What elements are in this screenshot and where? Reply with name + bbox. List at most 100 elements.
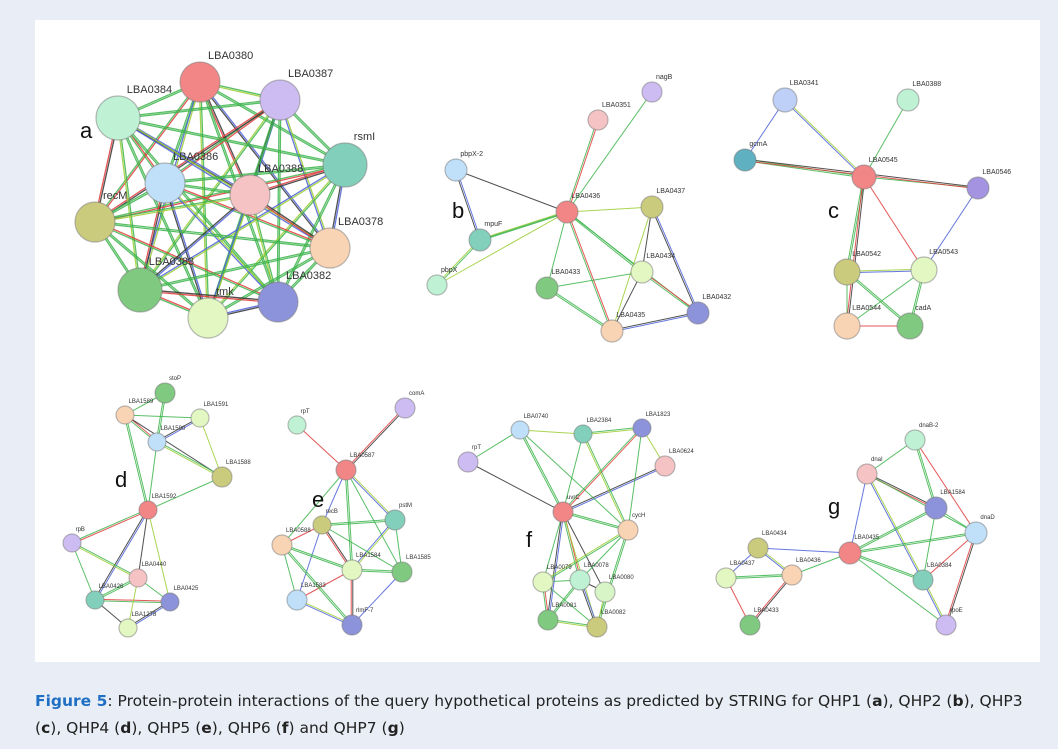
node bbox=[118, 268, 162, 312]
node-label: LBA0432 bbox=[702, 294, 731, 301]
node-label: LBA0378 bbox=[338, 216, 383, 228]
caption-text: ) bbox=[399, 719, 405, 737]
node bbox=[716, 568, 736, 588]
node bbox=[86, 591, 104, 609]
caption-panel-letter: b bbox=[952, 692, 963, 710]
node-label: gcmA bbox=[749, 141, 767, 148]
node-label: rpoE bbox=[950, 608, 963, 614]
node-label: LBA1589 bbox=[129, 399, 154, 405]
node-label: LBA0388 bbox=[912, 81, 941, 88]
node-label: LBA0624 bbox=[669, 449, 694, 455]
node-label: LBA0435 bbox=[854, 535, 879, 541]
node bbox=[313, 516, 331, 534]
node-label: LBA0384 bbox=[927, 563, 952, 569]
node bbox=[180, 62, 220, 102]
node-label: LBA1278 bbox=[132, 612, 157, 618]
node-label: LBA0544 bbox=[852, 305, 881, 312]
figure-background bbox=[35, 20, 1040, 662]
caption-text: ), QHP2 ( bbox=[883, 692, 953, 710]
node bbox=[967, 177, 989, 199]
node-label: LBA0079 bbox=[547, 565, 572, 571]
node bbox=[925, 497, 947, 519]
node bbox=[116, 406, 134, 424]
node-label: LBA0588 bbox=[286, 528, 311, 534]
node-label: LBA0383 bbox=[149, 256, 194, 268]
node bbox=[145, 163, 185, 203]
node bbox=[631, 261, 653, 283]
node-label: LBA0351 bbox=[602, 102, 631, 109]
node-label: nagB bbox=[656, 74, 673, 81]
caption-panel-letter: e bbox=[201, 719, 212, 737]
node bbox=[556, 201, 578, 223]
node bbox=[342, 560, 362, 580]
node bbox=[588, 110, 608, 130]
node-label: LBA0382 bbox=[286, 270, 331, 282]
node bbox=[748, 538, 768, 558]
caption-panel-letter: f bbox=[282, 719, 289, 737]
node-label: rlmF-7 bbox=[356, 608, 374, 614]
node bbox=[129, 569, 147, 587]
node-label: dnaI bbox=[871, 457, 883, 463]
node-label: recM bbox=[103, 190, 127, 202]
caption-panel-letter: c bbox=[41, 719, 50, 737]
page: LBA0380LBA0387LBA0384rsmILBA0386recMLBA0… bbox=[0, 0, 1058, 749]
node-label: dnaB-2 bbox=[919, 423, 939, 429]
panel-letter: d bbox=[115, 467, 127, 492]
node-label: rsmI bbox=[354, 131, 375, 143]
node-label: LBA1590 bbox=[161, 426, 186, 432]
node bbox=[655, 456, 675, 476]
node-label: LBA0387 bbox=[288, 68, 333, 80]
node bbox=[511, 421, 529, 439]
panel-letter: b bbox=[452, 198, 464, 223]
node-label: LBA0082 bbox=[601, 610, 626, 616]
caption-panel-letter: g bbox=[388, 719, 399, 737]
node-label: LBA0436 bbox=[571, 193, 600, 200]
node-label: LBA1585 bbox=[406, 555, 431, 561]
node bbox=[392, 562, 412, 582]
node-label: LBA0440 bbox=[142, 562, 167, 568]
node bbox=[782, 565, 802, 585]
panel-letter: g bbox=[828, 494, 840, 519]
node bbox=[395, 398, 415, 418]
node bbox=[633, 419, 651, 437]
node-label: stoP bbox=[169, 376, 181, 382]
node-label: LBA0546 bbox=[982, 169, 1011, 176]
node-label: LBA0543 bbox=[929, 249, 958, 256]
node-label: LBA1823 bbox=[646, 412, 671, 418]
node bbox=[642, 82, 662, 102]
node bbox=[161, 593, 179, 611]
node bbox=[834, 313, 860, 339]
figure: LBA0380LBA0387LBA0384rsmILBA0386recMLBA0… bbox=[35, 20, 1040, 662]
node bbox=[469, 229, 491, 251]
node bbox=[897, 89, 919, 111]
node-label: LBA0740 bbox=[524, 414, 549, 420]
node-label: LBA0434 bbox=[762, 531, 787, 537]
node-label: LBA0386 bbox=[173, 151, 218, 163]
node bbox=[155, 383, 175, 403]
node bbox=[533, 572, 553, 592]
node bbox=[148, 433, 166, 451]
node-label: cadA bbox=[915, 305, 931, 312]
node-label: cycH bbox=[632, 513, 645, 519]
node-label: rpT bbox=[472, 445, 481, 451]
node bbox=[553, 502, 573, 522]
node-label: LBA0435 bbox=[616, 312, 645, 319]
caption-panel-letter: a bbox=[872, 692, 882, 710]
node bbox=[618, 520, 638, 540]
node bbox=[427, 275, 447, 295]
node bbox=[601, 320, 623, 342]
node bbox=[595, 582, 615, 602]
node bbox=[230, 175, 270, 215]
node bbox=[852, 165, 876, 189]
node-label: pbpX bbox=[441, 267, 458, 274]
node bbox=[839, 542, 861, 564]
node bbox=[936, 615, 956, 635]
node-label: LBA0587 bbox=[350, 453, 375, 459]
node-label: pstM bbox=[399, 503, 412, 509]
node-label: LBA0081 bbox=[552, 603, 577, 609]
node bbox=[287, 590, 307, 610]
node-label: LBA0384 bbox=[127, 84, 172, 96]
node-label: LBA0545 bbox=[869, 157, 898, 164]
node bbox=[538, 610, 558, 630]
node bbox=[734, 149, 756, 171]
